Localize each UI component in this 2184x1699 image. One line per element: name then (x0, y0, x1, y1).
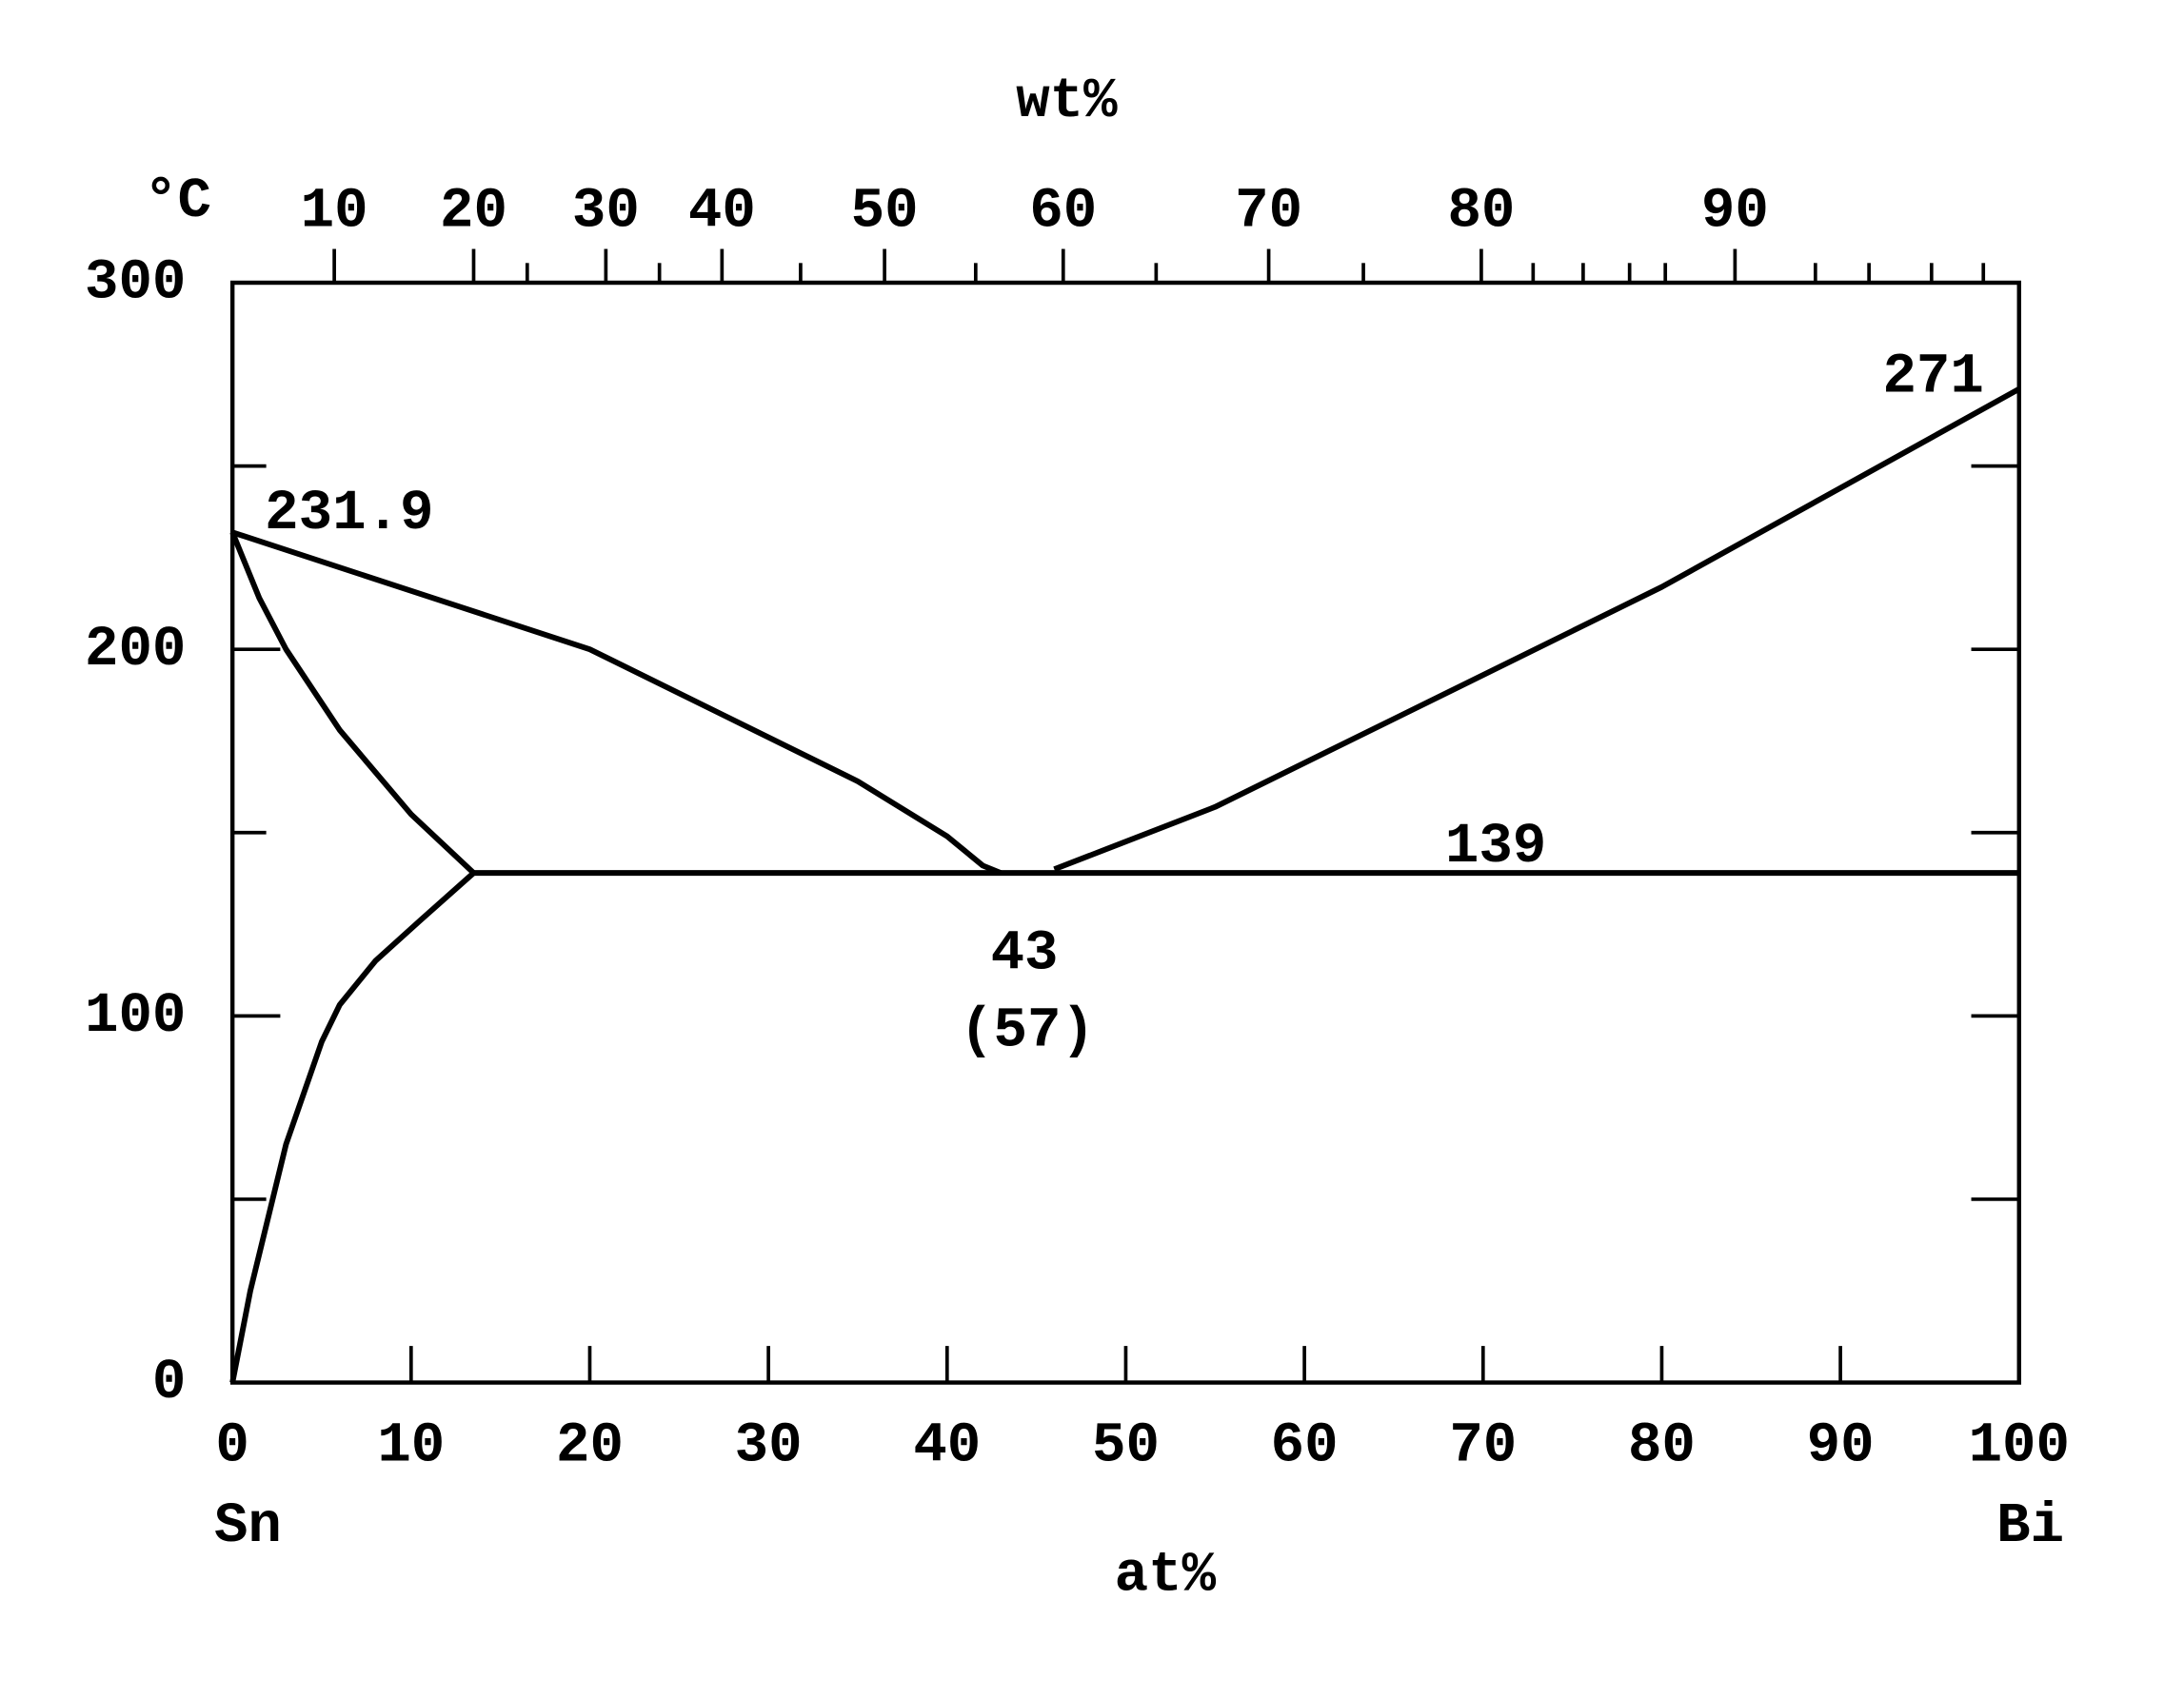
phase-boundary (229, 531, 476, 876)
x2-tick-label: 20 (440, 179, 507, 243)
x-axis-label: at% (1115, 1544, 1217, 1608)
plot-frame (229, 280, 2021, 1385)
annotation: 139 (1445, 815, 1546, 879)
x-tick-label: 90 (1807, 1414, 1875, 1478)
y-axis-label: °C (144, 169, 211, 233)
x-tick-label: 50 (1092, 1414, 1160, 1478)
x-tick-label: 20 (556, 1414, 624, 1478)
x-tick-label: 100 (1969, 1414, 2070, 1478)
x-tick-label: 30 (735, 1414, 803, 1478)
x2-tick-label: 70 (1235, 179, 1302, 243)
x-tick-label: 60 (1271, 1414, 1339, 1478)
y-tick-label: 200 (85, 618, 186, 682)
x2-axis-label: wt% (1016, 69, 1118, 133)
x2-tick-label: 30 (572, 179, 640, 243)
y-tick-label: 300 (85, 251, 186, 315)
annotation: 231.9 (265, 482, 433, 545)
x-tick-label: 0 (215, 1414, 248, 1478)
x-tick-label: 40 (913, 1414, 981, 1478)
annotation: 43 (991, 921, 1059, 985)
x2-tick-label: 40 (688, 179, 756, 243)
y-tick-label: 0 (152, 1351, 186, 1414)
phase-boundary (1053, 386, 2021, 873)
element-label: Sn (214, 1494, 282, 1558)
x2-tick-label: 10 (301, 179, 368, 243)
x2-tick-label: 50 (851, 179, 919, 243)
phase-boundary (229, 870, 476, 1384)
x-tick-label: 10 (377, 1414, 445, 1478)
x-tick-label: 80 (1628, 1414, 1696, 1478)
x-tick-label: 70 (1449, 1414, 1517, 1478)
phase-boundary (231, 529, 1003, 876)
annotation: (57) (960, 999, 1095, 1063)
x2-tick-label: 60 (1029, 179, 1097, 243)
y-tick-label: 100 (85, 984, 186, 1048)
element-label: Bi (1996, 1494, 2064, 1558)
x2-tick-label: 80 (1447, 179, 1515, 243)
x2-tick-label: 90 (1701, 179, 1769, 243)
annotation: 271 (1882, 346, 1983, 409)
